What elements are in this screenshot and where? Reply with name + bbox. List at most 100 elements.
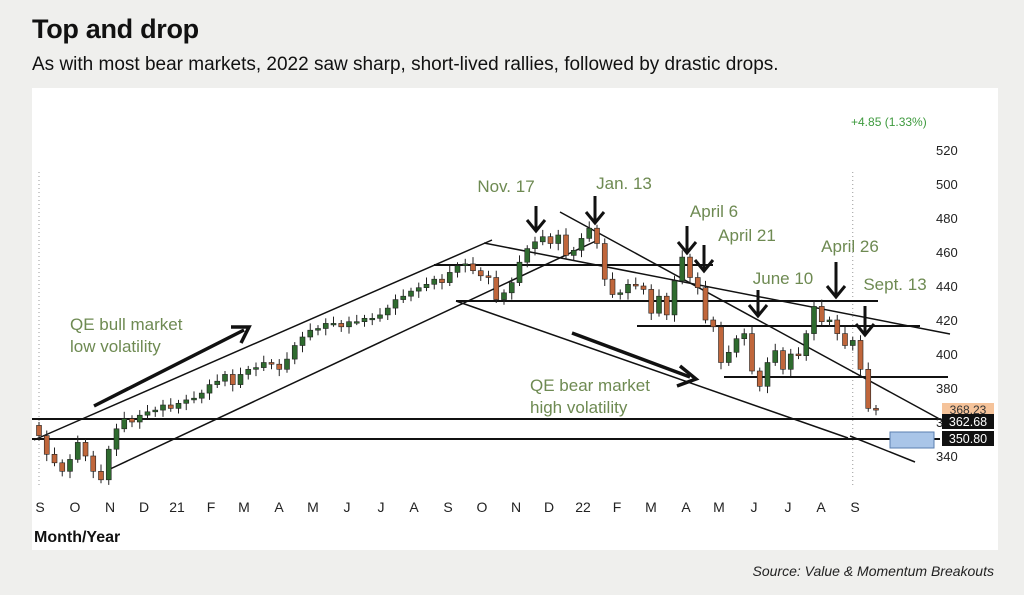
chart-text: 340360380400420440460480500520SOND21FMAM… — [34, 115, 994, 546]
candle-up — [392, 299, 399, 309]
annotation-arrow-head — [584, 211, 606, 226]
candle-up — [431, 278, 438, 285]
y-tick-label: 460 — [936, 245, 958, 260]
trend-channel-line — [849, 435, 916, 463]
trend-channel-line — [483, 242, 951, 335]
change-label: +4.85 (1.33%) — [851, 115, 927, 129]
candle-down — [632, 283, 639, 287]
candle-down — [439, 278, 445, 283]
candle-down — [687, 256, 693, 278]
annotation-label: April 26 — [821, 237, 879, 256]
candle-up — [384, 307, 391, 316]
candle-down — [36, 425, 42, 436]
x-tick-label: A — [409, 499, 419, 515]
candle-down — [694, 277, 701, 288]
x-tick-label: A — [816, 499, 826, 515]
candles — [36, 221, 879, 485]
candle-up — [206, 384, 213, 394]
candle-up — [353, 321, 360, 324]
text-note: QE bull market — [70, 315, 183, 334]
candle-up — [253, 367, 259, 370]
candle-up — [539, 236, 546, 243]
candle-down — [477, 270, 484, 277]
x-tick-label: J — [344, 499, 351, 515]
x-tick-label: N — [511, 499, 521, 515]
candle-down — [167, 404, 174, 409]
candle-down — [795, 353, 802, 356]
bull-trend-arrow-head — [231, 325, 252, 344]
candle-up — [322, 323, 329, 329]
candle-up — [415, 287, 422, 292]
y-tick-label: 400 — [936, 347, 958, 362]
x-tick-label: D — [544, 499, 554, 515]
text-note: low volatility — [70, 337, 161, 356]
annotation-arrow-head — [676, 241, 698, 256]
annotation-label: April 6 — [690, 202, 738, 221]
y-tick-label: 440 — [936, 279, 958, 294]
annotation-arrow-head — [693, 259, 715, 274]
candle-up — [160, 404, 166, 411]
candle-up — [733, 338, 740, 353]
candle-up — [446, 272, 453, 283]
candle-up — [136, 414, 143, 423]
x-tick-label: J — [751, 499, 758, 515]
bear-trend-arrow — [571, 331, 691, 379]
candle-up — [369, 317, 376, 321]
candle-up — [105, 448, 112, 481]
candle-down — [640, 285, 647, 290]
x-axis-label: Month/Year — [34, 529, 120, 546]
candle-up — [516, 261, 523, 283]
trend-channel-line — [33, 239, 493, 441]
candle-up — [260, 362, 267, 368]
candle-up — [656, 295, 662, 314]
candle-up — [175, 402, 182, 409]
candle-down — [43, 435, 50, 455]
gridlines — [38, 172, 854, 488]
candle-down — [857, 340, 864, 370]
candle-down — [873, 408, 879, 411]
candle-down — [268, 362, 275, 365]
bull-trend-arrow — [93, 328, 245, 408]
price-tag-bg — [942, 414, 994, 429]
candle-down — [563, 234, 569, 256]
candle-up — [423, 283, 430, 288]
x-tick-label: A — [274, 499, 284, 515]
annotation-label: April 21 — [718, 226, 776, 245]
candle-up — [346, 321, 352, 328]
x-tick-label: J — [785, 499, 792, 515]
x-tick-label: 22 — [575, 499, 591, 515]
candle-up — [741, 333, 748, 340]
candle-up — [725, 351, 732, 363]
annotation-label: Jan. 13 — [596, 174, 652, 193]
x-tick-label: 21 — [169, 499, 185, 515]
x-tick-label: M — [238, 499, 250, 515]
candle-down — [663, 295, 670, 316]
candle-up — [803, 333, 810, 357]
x-tick-label: F — [207, 499, 216, 515]
candle-down — [485, 275, 492, 278]
candle-up — [586, 227, 593, 239]
y-tick-label: 520 — [936, 143, 958, 158]
x-tick-label: A — [681, 499, 691, 515]
candle-down — [90, 455, 97, 472]
candle-down — [702, 287, 709, 321]
candle-up — [315, 328, 321, 331]
candle-up — [214, 380, 221, 385]
annotation-label: June 10 — [753, 269, 814, 288]
candle-down — [229, 374, 236, 385]
x-tick-label: J — [378, 499, 385, 515]
candle-up — [849, 340, 856, 346]
candle-down — [756, 370, 763, 387]
candle-down — [609, 278, 616, 295]
candle-up — [501, 292, 507, 300]
candle-up — [555, 234, 562, 244]
candle-down — [470, 263, 476, 271]
candle-up — [183, 399, 190, 404]
candle-up — [191, 397, 197, 401]
candle-up — [330, 323, 337, 326]
y-tick-label: 480 — [936, 211, 958, 226]
trend-channel-line — [455, 300, 849, 439]
x-tick-label: M — [645, 499, 657, 515]
candle-up — [462, 263, 469, 266]
candle-down — [82, 442, 89, 457]
